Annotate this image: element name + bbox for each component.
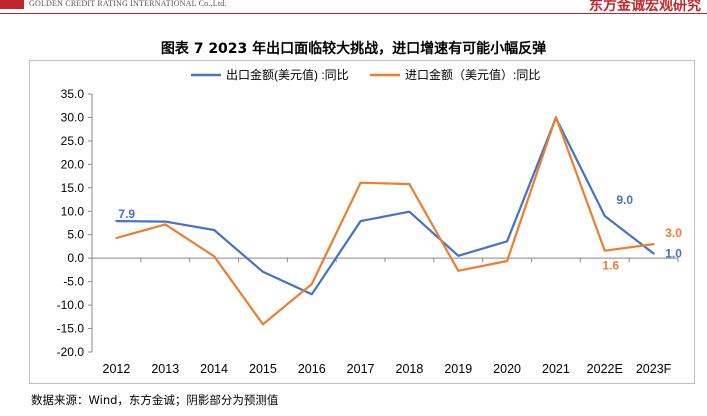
x-tick-label: 2019 bbox=[444, 362, 472, 376]
x-tick-label: 2012 bbox=[103, 362, 131, 376]
chart-frame bbox=[29, 60, 695, 384]
data-label: 7.9 bbox=[118, 207, 135, 221]
x-tick-label: 2013 bbox=[151, 362, 179, 376]
x-tick-label: 2014 bbox=[200, 362, 228, 376]
y-tick-label: 10.0 bbox=[61, 204, 85, 218]
source-note: 数据来源：Wind，东方金诚；阴影部分为预测值 bbox=[31, 393, 279, 407]
x-tick-label: 2021 bbox=[542, 362, 570, 376]
header-divider bbox=[0, 13, 707, 14]
x-tick-label: 2017 bbox=[347, 362, 375, 376]
figure-title: 图表 7 2023 年出口面临较大挑战，进口增速有可能小幅反弹 bbox=[160, 41, 547, 57]
x-tick-label: 2023F bbox=[636, 362, 672, 376]
y-tick-label: 0.0 bbox=[67, 251, 84, 265]
y-tick-label: 5.0 bbox=[67, 228, 84, 242]
company-name-en: GOLDEN CREDIT RATING INTERNATIONAL Co.,L… bbox=[29, 0, 227, 8]
y-tick-label: -5.0 bbox=[63, 275, 84, 289]
company-logo bbox=[0, 0, 24, 9]
y-tick-label: 30.0 bbox=[61, 110, 85, 124]
data-label: 1.6 bbox=[602, 259, 619, 273]
import-series-line bbox=[115, 115, 655, 326]
data-label: 9.0 bbox=[616, 193, 633, 207]
export-series-line bbox=[115, 116, 655, 296]
x-tick-label: 2015 bbox=[249, 362, 277, 376]
y-tick-label: -15.0 bbox=[57, 322, 85, 336]
x-tick-label: 2022E bbox=[587, 362, 623, 376]
data-label: 3.0 bbox=[665, 226, 682, 240]
company-name-cn: 东方金诚宏观研究 bbox=[589, 0, 701, 14]
data-label: 1.0 bbox=[665, 246, 682, 260]
y-tick-label: -10.0 bbox=[57, 298, 85, 312]
legend-export-label: 出口金额(美元值) :同比 bbox=[226, 67, 349, 82]
x-tick-label: 2018 bbox=[396, 362, 424, 376]
x-tick-label: 2016 bbox=[298, 362, 326, 376]
x-tick-label: 2020 bbox=[493, 362, 521, 376]
y-tick-label: 15.0 bbox=[61, 181, 85, 195]
y-tick-label: 20.0 bbox=[61, 157, 85, 171]
report-header: GOLDEN CREDIT RATING INTERNATIONAL Co.,L… bbox=[0, 0, 707, 18]
y-tick-label: -20.0 bbox=[57, 345, 85, 359]
legend-import-label: 进口金额（美元值）:同比 bbox=[405, 67, 540, 82]
y-tick-label: 25.0 bbox=[61, 134, 85, 148]
y-tick-label: 35.0 bbox=[61, 87, 85, 101]
